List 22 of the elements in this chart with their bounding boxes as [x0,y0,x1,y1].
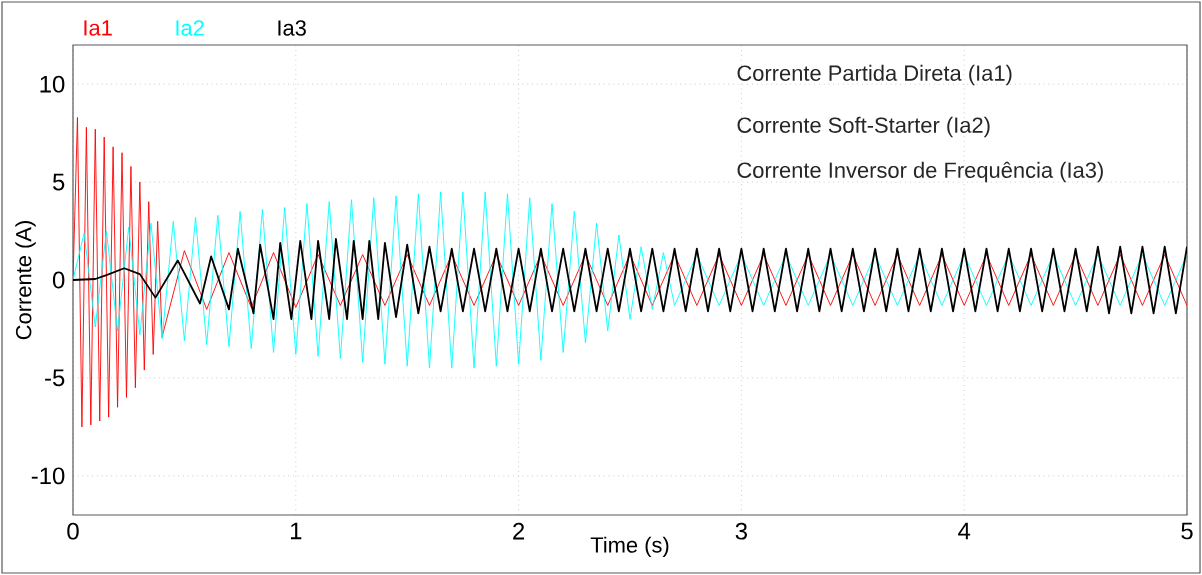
x-tick-label: 2 [513,522,525,540]
line-series [73,237,1187,321]
y-tick-label: 5 [52,173,65,191]
text: Ia3 [278,20,306,36]
line-series [73,117,1187,428]
x-tick-label: 4 [958,522,971,540]
annotation: Corrente Soft-Starter (Ia2) [737,116,990,138]
x-tick-label: 0 [67,522,79,540]
y-tick-label: -10 [31,467,65,485]
x-axis-title: Time (s) [590,536,669,558]
x-tick-label: 3 [735,522,747,540]
text: Ia1 [84,20,112,36]
y-tick-label: -5 [45,369,65,387]
y-tick-label: 10 [40,75,65,93]
line-series [73,191,1187,369]
text: Ia2 [176,20,204,36]
y-axis-title: Corrente (A) [15,221,36,340]
annotation: Corrente Partida Direta (Ia1) [737,64,1012,86]
x-tick-label: 1 [290,522,302,540]
annotation: Corrente Inversor de Frequência (Ia3) [737,161,1103,183]
y-tick-label: 0 [52,271,65,289]
x-tick-label: 5 [1181,522,1193,540]
